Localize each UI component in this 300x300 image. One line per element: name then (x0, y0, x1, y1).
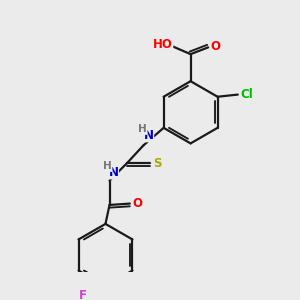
Text: S: S (153, 157, 162, 169)
Text: N: N (109, 166, 118, 179)
Text: Cl: Cl (240, 88, 253, 101)
Text: F: F (79, 289, 87, 300)
Text: O: O (132, 197, 142, 210)
Text: HO: HO (153, 38, 173, 51)
Text: H: H (138, 124, 147, 134)
Text: H: H (103, 161, 112, 171)
Text: N: N (144, 129, 154, 142)
Text: O: O (211, 40, 221, 52)
